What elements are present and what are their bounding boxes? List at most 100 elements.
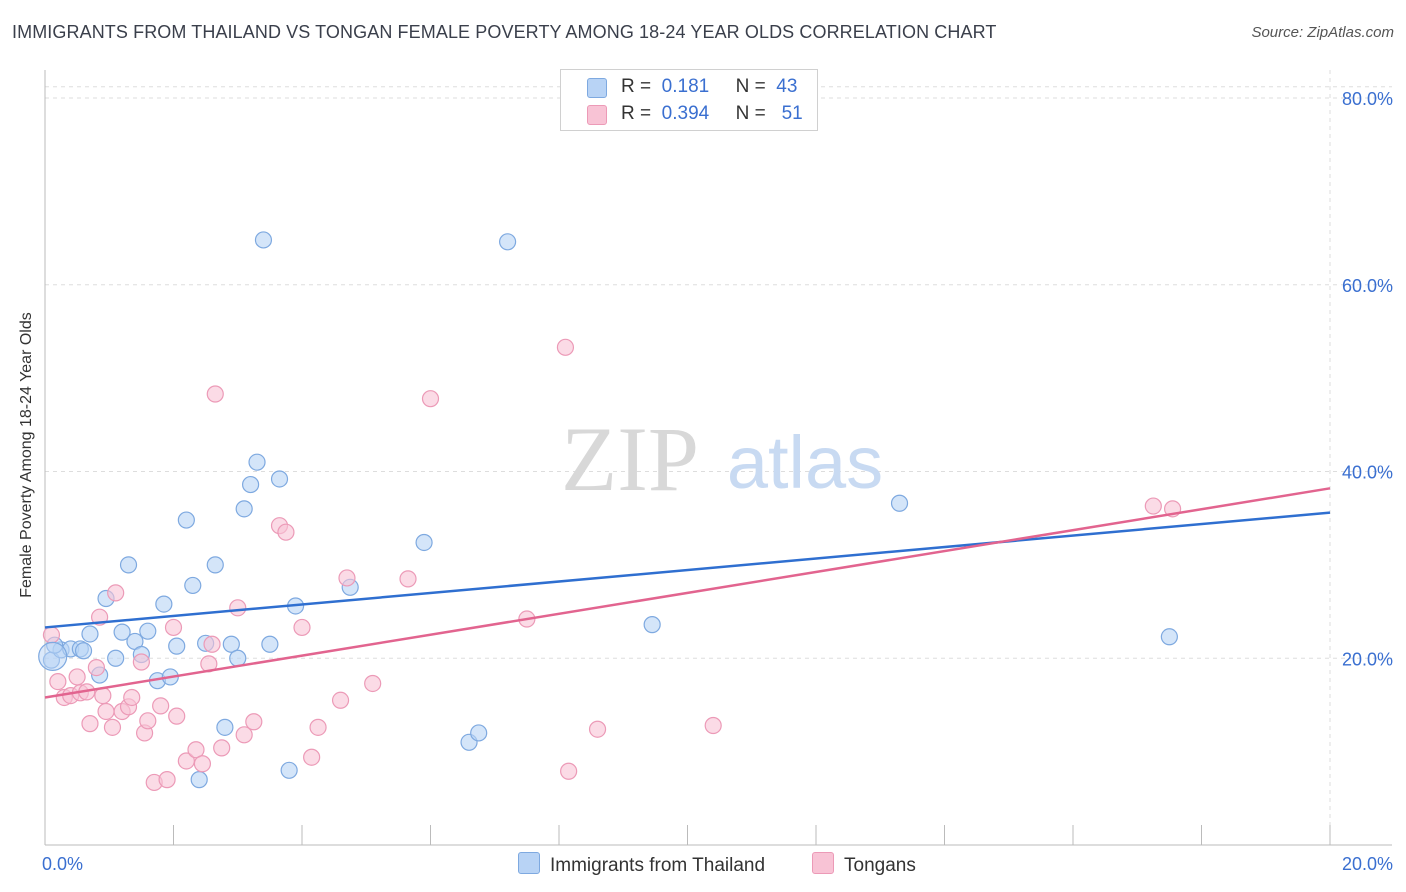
- data-point-tongan: [213, 739, 231, 757]
- data-point-tongan: [556, 338, 575, 356]
- data-point-tongan: [187, 741, 205, 759]
- legend-swatch-pink: [812, 852, 834, 874]
- axis-layer: [44, 70, 1392, 846]
- data-point-tongan: [139, 712, 157, 730]
- data-point-thailand: [499, 233, 517, 251]
- data-point-tongan: [293, 618, 311, 637]
- y-tick-label: 40.0%: [1342, 463, 1393, 483]
- data-point-tongan: [421, 390, 440, 408]
- n-value: 43: [776, 76, 798, 97]
- data-point-tongan: [193, 755, 212, 773]
- r-label: R =: [621, 103, 652, 124]
- data-point-thailand: [107, 649, 125, 667]
- data-point-tongan: [203, 635, 221, 653]
- data-point-tongan: [364, 674, 382, 693]
- x-tick-label: 20.0%: [1342, 854, 1393, 874]
- data-point-tongan: [309, 718, 327, 736]
- data-point-tongan: [87, 658, 106, 677]
- data-point-tongan: [168, 707, 186, 725]
- data-point-tongan: [229, 599, 247, 617]
- legend-label: Immigrants from Thailand: [550, 855, 766, 876]
- data-point-thailand: [470, 724, 488, 742]
- data-point-tongan: [164, 618, 183, 637]
- data-point-tongan: [1144, 497, 1162, 515]
- x-tick-label: 0.0%: [42, 854, 83, 874]
- data-point-thailand: [206, 556, 224, 574]
- data-point-thailand: [168, 637, 186, 655]
- data-point-thailand: [113, 623, 131, 641]
- data-point-tongan: [399, 570, 417, 588]
- legend-swatch-pink: [587, 105, 607, 125]
- data-point-thailand: [261, 635, 279, 653]
- data-point-tongan: [331, 691, 350, 709]
- data-point-thailand: [155, 595, 173, 613]
- data-point-tongan: [158, 771, 176, 789]
- chart-source: Source: ZipAtlas.com: [1251, 24, 1394, 41]
- data-point-thailand: [184, 576, 202, 595]
- data-point-thailand: [38, 641, 68, 671]
- data-point-thailand: [242, 475, 260, 494]
- watermark-atlas: atlas: [727, 421, 883, 504]
- y-tick-label: 60.0%: [1342, 276, 1393, 296]
- data-point-thailand: [254, 231, 273, 249]
- tick-labels: 20.0% 40.0% 60.0% 80.0% 0.0% 20.0%: [42, 89, 1393, 874]
- data-point-tongan: [103, 718, 122, 736]
- data-point-thailand: [270, 470, 289, 488]
- legend-swatch-blue: [518, 852, 540, 874]
- data-point-tongan: [132, 653, 150, 671]
- data-point-tongan: [235, 726, 253, 744]
- r-value: 0.181: [661, 76, 710, 97]
- y-axis-label: Female Poverty Among 18-24 Year Olds: [18, 312, 35, 598]
- legend-swatch-blue: [587, 78, 607, 98]
- data-point-tongan: [560, 762, 578, 780]
- data-point-thailand: [190, 771, 208, 789]
- watermark-zip: ZIP: [561, 408, 699, 510]
- data-point-tongan: [338, 569, 356, 587]
- data-point-thailand: [280, 761, 298, 779]
- data-point-thailand: [139, 622, 157, 640]
- data-point-thailand: [1160, 628, 1178, 646]
- data-point-tongan: [245, 713, 263, 731]
- trendline-tongan: [44, 487, 1331, 699]
- r-label: R =: [621, 76, 652, 97]
- points-layer: [38, 231, 1182, 792]
- legend-item-thailand[interactable]: Immigrants from Thailand: [518, 852, 765, 876]
- data-point-thailand: [415, 533, 433, 552]
- data-point-tongan: [206, 385, 224, 403]
- chart-title: IMMIGRANTS FROM THAILAND VS TONGAN FEMAL…: [12, 22, 997, 42]
- y-tick-label: 80.0%: [1342, 89, 1393, 109]
- r-value: 0.394: [661, 103, 710, 124]
- grid-layer: [45, 70, 1392, 845]
- data-point-thailand: [248, 453, 266, 471]
- data-point-tongan: [68, 668, 86, 686]
- data-point-tongan: [152, 697, 170, 715]
- data-point-tongan: [588, 720, 607, 738]
- data-point-thailand: [643, 616, 661, 634]
- data-point-thailand: [81, 625, 99, 643]
- data-point-tongan: [97, 702, 115, 721]
- data-point-tongan: [81, 715, 99, 733]
- data-point-thailand: [890, 494, 909, 512]
- legend-label: Tongans: [844, 855, 916, 876]
- legend-item-tongans[interactable]: Tongans: [812, 852, 916, 876]
- n-value: 51: [781, 103, 803, 124]
- data-point-tongan: [42, 626, 61, 644]
- data-point-thailand: [177, 511, 195, 529]
- data-point-tongan: [107, 584, 125, 602]
- watermark: ZIP atlas: [561, 408, 883, 510]
- data-point-tongan: [123, 688, 141, 707]
- data-point-thailand: [74, 642, 93, 660]
- data-point-tongan: [303, 748, 321, 766]
- data-point-tongan: [277, 523, 295, 541]
- data-point-thailand: [229, 649, 247, 667]
- trend-layer: [44, 487, 1331, 699]
- n-label: N =: [735, 76, 766, 97]
- data-point-thailand: [216, 718, 234, 736]
- y-tick-label: 20.0%: [1342, 649, 1393, 669]
- correlation-legend: R = 0.181 N = 43 R = 0.394 N = 51: [560, 69, 818, 131]
- data-point-thailand: [119, 556, 138, 574]
- data-point-tongan: [704, 716, 722, 735]
- trendline-thailand: [44, 511, 1331, 629]
- n-label: N =: [735, 103, 766, 124]
